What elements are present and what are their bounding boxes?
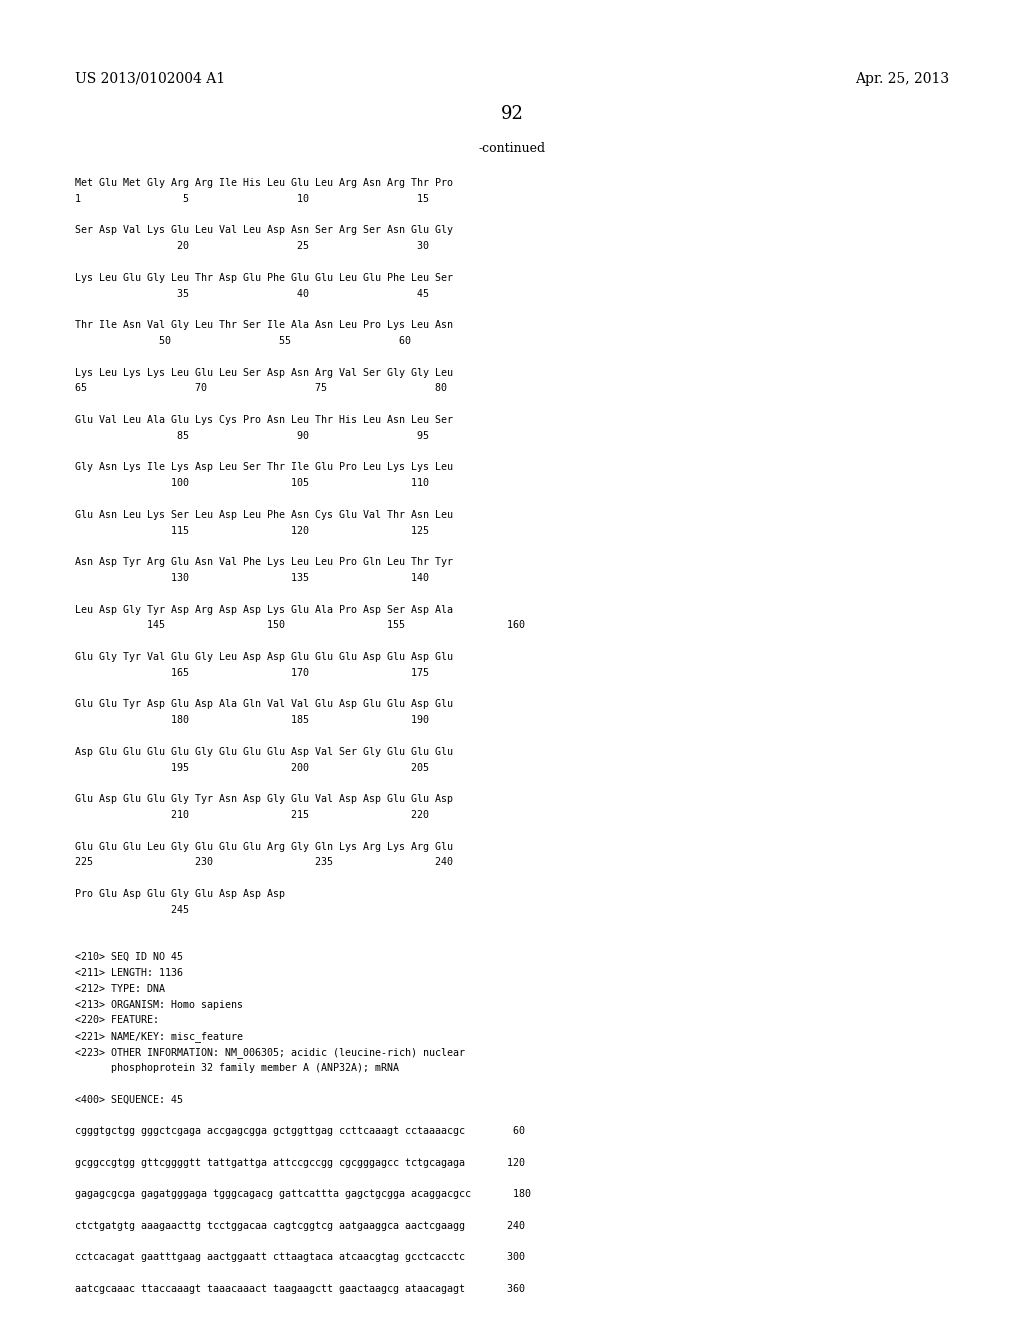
Text: <223> OTHER INFORMATION: NM_006305; acidic (leucine-rich) nuclear: <223> OTHER INFORMATION: NM_006305; acid…: [75, 1047, 465, 1057]
Text: 65                  70                  75                  80: 65 70 75 80: [75, 383, 447, 393]
Text: <400> SEQUENCE: 45: <400> SEQUENCE: 45: [75, 1094, 183, 1105]
Text: Gly Asn Lys Ile Lys Asp Leu Ser Thr Ile Glu Pro Leu Lys Lys Leu: Gly Asn Lys Ile Lys Asp Leu Ser Thr Ile …: [75, 462, 453, 473]
Text: ctctgatgtg aaagaacttg tcctggacaa cagtcggtcg aatgaaggca aactcgaagg       240: ctctgatgtg aaagaacttg tcctggacaa cagtcgg…: [75, 1221, 525, 1230]
Text: <211> LENGTH: 1136: <211> LENGTH: 1136: [75, 968, 183, 978]
Text: 225                 230                 235                 240: 225 230 235 240: [75, 858, 453, 867]
Text: Glu Val Leu Ala Glu Lys Cys Pro Asn Leu Thr His Leu Asn Leu Ser: Glu Val Leu Ala Glu Lys Cys Pro Asn Leu …: [75, 414, 453, 425]
Text: Glu Glu Tyr Asp Glu Asp Ala Gln Val Val Glu Asp Glu Glu Asp Glu: Glu Glu Tyr Asp Glu Asp Ala Gln Val Val …: [75, 700, 453, 709]
Text: <210> SEQ ID NO 45: <210> SEQ ID NO 45: [75, 952, 183, 962]
Text: cgggtgctgg gggctcgaga accgagcgga gctggttgag ccttcaaagt cctaaaacgc        60: cgggtgctgg gggctcgaga accgagcgga gctggtt…: [75, 1126, 525, 1137]
Text: -continued: -continued: [478, 143, 546, 154]
Text: 130                 135                 140: 130 135 140: [75, 573, 429, 583]
Text: 85                  90                  95: 85 90 95: [75, 430, 429, 441]
Text: Glu Asn Leu Lys Ser Leu Asp Leu Phe Asn Cys Glu Val Thr Asn Leu: Glu Asn Leu Lys Ser Leu Asp Leu Phe Asn …: [75, 510, 453, 520]
Text: 145                 150                 155                 160: 145 150 155 160: [75, 620, 525, 631]
Text: US 2013/0102004 A1: US 2013/0102004 A1: [75, 73, 225, 86]
Text: <221> NAME/KEY: misc_feature: <221> NAME/KEY: misc_feature: [75, 1031, 243, 1041]
Text: 35                  40                  45: 35 40 45: [75, 289, 429, 298]
Text: Glu Asp Glu Glu Gly Tyr Asn Asp Gly Glu Val Asp Asp Glu Glu Asp: Glu Asp Glu Glu Gly Tyr Asn Asp Gly Glu …: [75, 795, 453, 804]
Text: Lys Leu Lys Lys Leu Glu Leu Ser Asp Asn Arg Val Ser Gly Gly Leu: Lys Leu Lys Lys Leu Glu Leu Ser Asp Asn …: [75, 367, 453, 378]
Text: 92: 92: [501, 106, 523, 123]
Text: <213> ORGANISM: Homo sapiens: <213> ORGANISM: Homo sapiens: [75, 999, 243, 1010]
Text: Leu Asp Gly Tyr Asp Arg Asp Asp Lys Glu Ala Pro Asp Ser Asp Ala: Leu Asp Gly Tyr Asp Arg Asp Asp Lys Glu …: [75, 605, 453, 615]
Text: 210                 215                 220: 210 215 220: [75, 810, 429, 820]
Text: gagagcgcga gagatgggaga tgggcagacg gattcattta gagctgcgga acaggacgcc       180: gagagcgcga gagatgggaga tgggcagacg gattca…: [75, 1189, 531, 1199]
Text: 165                 170                 175: 165 170 175: [75, 668, 429, 677]
Text: cctcacagat gaatttgaag aactggaatt cttaagtaca atcaacgtag gcctcacctc       300: cctcacagat gaatttgaag aactggaatt cttaagt…: [75, 1253, 525, 1262]
Text: 180                 185                 190: 180 185 190: [75, 715, 429, 725]
Text: Met Glu Met Gly Arg Arg Ile His Leu Glu Leu Arg Asn Arg Thr Pro: Met Glu Met Gly Arg Arg Ile His Leu Glu …: [75, 178, 453, 187]
Text: Apr. 25, 2013: Apr. 25, 2013: [855, 73, 949, 86]
Text: Thr Ile Asn Val Gly Leu Thr Ser Ile Ala Asn Leu Pro Lys Leu Asn: Thr Ile Asn Val Gly Leu Thr Ser Ile Ala …: [75, 321, 453, 330]
Text: 195                 200                 205: 195 200 205: [75, 763, 429, 772]
Text: 245: 245: [75, 904, 189, 915]
Text: Lys Leu Glu Gly Leu Thr Asp Glu Phe Glu Glu Leu Glu Phe Leu Ser: Lys Leu Glu Gly Leu Thr Asp Glu Phe Glu …: [75, 273, 453, 282]
Text: 115                 120                 125: 115 120 125: [75, 525, 429, 536]
Text: Glu Gly Tyr Val Glu Gly Leu Asp Asp Glu Glu Glu Asp Glu Asp Glu: Glu Gly Tyr Val Glu Gly Leu Asp Asp Glu …: [75, 652, 453, 663]
Text: gcggccgtgg gttcggggtt tattgattga attccgccgg cgcgggagcc tctgcagaga       120: gcggccgtgg gttcggggtt tattgattga attccgc…: [75, 1158, 525, 1168]
Text: 1                 5                  10                  15: 1 5 10 15: [75, 194, 429, 203]
Text: aatcgcaaac ttaccaaagt taaacaaact taagaagctt gaactaagcg ataacagagt       360: aatcgcaaac ttaccaaagt taaacaaact taagaag…: [75, 1284, 525, 1294]
Text: 50                  55                  60: 50 55 60: [75, 337, 411, 346]
Text: Ser Asp Val Lys Glu Leu Val Leu Asp Asn Ser Arg Ser Asn Glu Gly: Ser Asp Val Lys Glu Leu Val Leu Asp Asn …: [75, 226, 453, 235]
Text: Pro Glu Asp Glu Gly Glu Asp Asp Asp: Pro Glu Asp Glu Gly Glu Asp Asp Asp: [75, 888, 285, 899]
Text: Glu Glu Glu Leu Gly Glu Glu Glu Arg Gly Gln Lys Arg Lys Arg Glu: Glu Glu Glu Leu Gly Glu Glu Glu Arg Gly …: [75, 842, 453, 851]
Text: <212> TYPE: DNA: <212> TYPE: DNA: [75, 983, 165, 994]
Text: phosphoprotein 32 family member A (ANP32A); mRNA: phosphoprotein 32 family member A (ANP32…: [75, 1063, 399, 1073]
Text: 20                  25                  30: 20 25 30: [75, 242, 429, 251]
Text: Asp Glu Glu Glu Glu Gly Glu Glu Glu Asp Val Ser Gly Glu Glu Glu: Asp Glu Glu Glu Glu Gly Glu Glu Glu Asp …: [75, 747, 453, 756]
Text: 100                 105                 110: 100 105 110: [75, 478, 429, 488]
Text: Asn Asp Tyr Arg Glu Asn Val Phe Lys Leu Leu Pro Gln Leu Thr Tyr: Asn Asp Tyr Arg Glu Asn Val Phe Lys Leu …: [75, 557, 453, 568]
Text: <220> FEATURE:: <220> FEATURE:: [75, 1015, 159, 1026]
